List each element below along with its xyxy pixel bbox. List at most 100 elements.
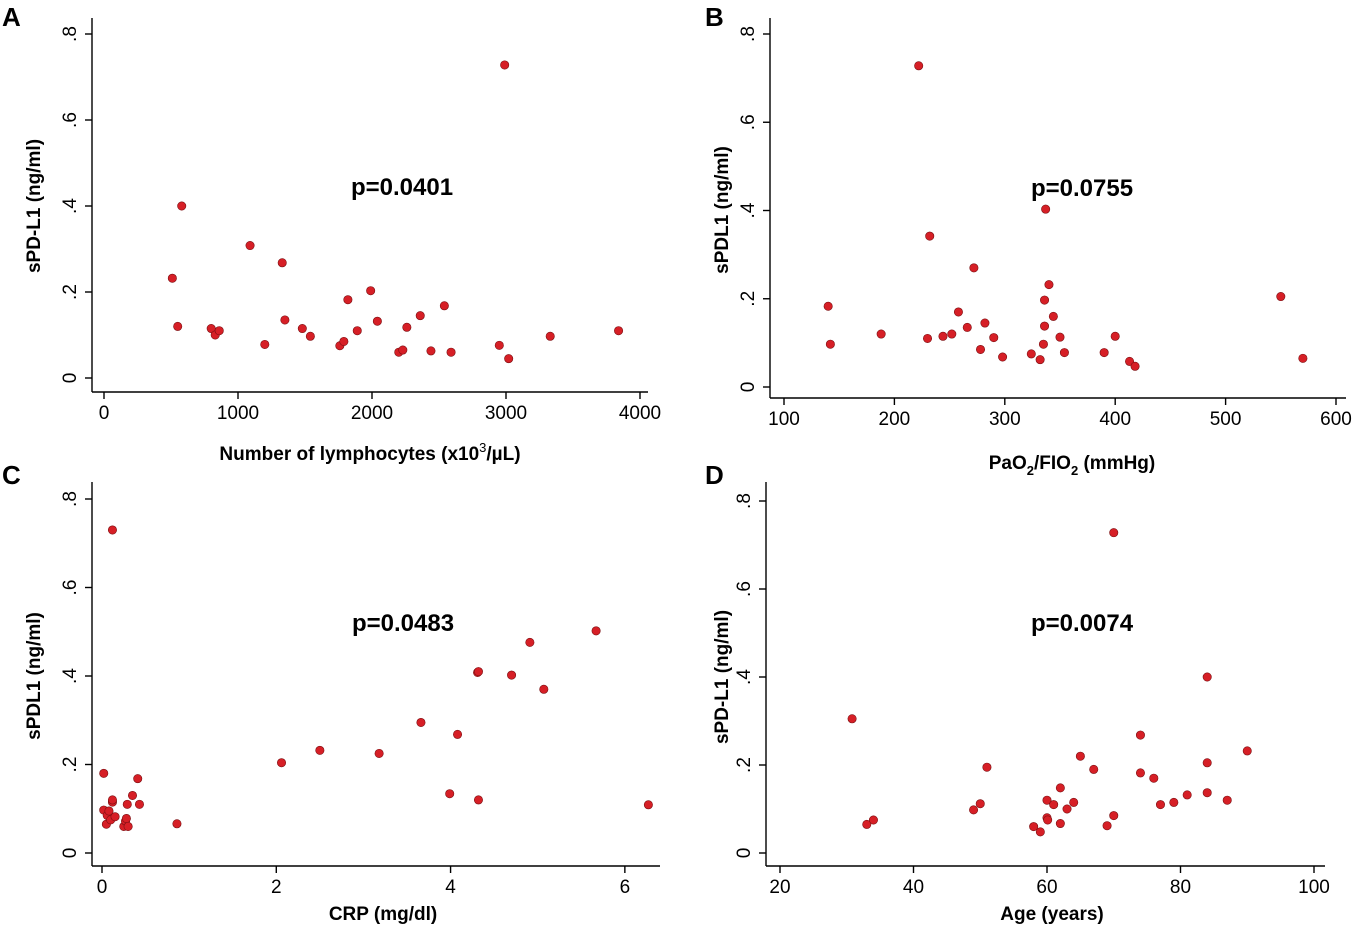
data-point — [1040, 295, 1050, 305]
data-point — [473, 795, 483, 805]
data-point — [989, 333, 999, 343]
p-value-annotation: p=0.0755 — [1031, 175, 1133, 202]
data-point — [121, 813, 131, 823]
y-tick-label: .2 — [60, 757, 81, 773]
data-point — [402, 322, 412, 332]
y-tick-label: .4 — [734, 669, 755, 685]
x-axis-label: Number of lymphocytes (x103/µL) — [219, 440, 520, 465]
x-axis-label: PaO2/FIO2 (mmHg) — [989, 453, 1156, 478]
y-axis-label: sPD-L1 (ng/ml) — [24, 139, 45, 273]
data-point — [1059, 348, 1069, 358]
x-tick-label: 100 — [768, 409, 800, 430]
y-tick-label: .6 — [734, 581, 755, 597]
data-point — [1182, 790, 1192, 800]
y-tick-label: .8 — [734, 493, 755, 509]
x-tick-label: 3000 — [485, 403, 527, 424]
x-tick-label: 600 — [1320, 409, 1352, 430]
x-tick-label: 80 — [1170, 877, 1191, 898]
data-point — [923, 333, 933, 343]
x-tick-label: 200 — [879, 409, 911, 430]
data-point — [868, 815, 878, 825]
data-point — [1135, 768, 1145, 778]
data-point — [134, 799, 144, 809]
data-point — [1041, 204, 1051, 214]
data-point — [374, 748, 384, 758]
panel-b: B 100 200 300 400 500 600 0 .2 .4 .6 .8 sPDL1 (ng/ml… — [705, 2, 1352, 478]
y-tick-label: 0 — [60, 848, 81, 859]
data-point — [823, 301, 833, 311]
data-point — [122, 799, 132, 809]
data-point — [1043, 815, 1053, 825]
data-point — [280, 315, 290, 325]
data-point — [107, 795, 117, 805]
data-point — [415, 311, 425, 321]
data-point — [1202, 788, 1212, 798]
y-tick-label: .6 — [738, 114, 759, 130]
x-tick-label: 2 — [271, 877, 282, 898]
data-point — [214, 326, 224, 336]
data-point — [1044, 280, 1054, 290]
y-tick-label: .6 — [60, 112, 81, 128]
panel-letter-d: D — [705, 460, 724, 490]
data-point — [1038, 339, 1048, 349]
data-point — [277, 758, 287, 768]
data-point — [975, 799, 985, 809]
data-point — [1026, 349, 1036, 359]
x-axis-label: Age (years) — [1000, 904, 1104, 925]
y-tick-label: .2 — [738, 291, 759, 307]
data-point — [1089, 764, 1099, 774]
data-point — [167, 273, 177, 283]
data-point — [1109, 528, 1119, 538]
data-point — [1102, 821, 1112, 831]
x-tick-label: 1000 — [217, 403, 259, 424]
data-point — [953, 307, 963, 317]
panel-letter-b: B — [705, 2, 724, 32]
y-tick-label: .2 — [60, 284, 81, 300]
data-point — [99, 768, 109, 778]
y-tick-label: .4 — [738, 202, 759, 218]
y-tick-label: .4 — [60, 198, 81, 214]
data-point — [245, 241, 255, 251]
data-point — [980, 318, 990, 328]
data-point — [847, 714, 857, 724]
x-tick-label: 500 — [1210, 409, 1242, 430]
data-point — [172, 819, 182, 829]
data-point — [998, 352, 1008, 362]
data-point — [925, 231, 935, 241]
data-point — [1055, 783, 1065, 793]
data-point — [453, 729, 463, 739]
x-tick-label: 4000 — [619, 403, 661, 424]
data-point — [297, 324, 307, 334]
data-point — [1049, 800, 1059, 810]
y-tick-label: .8 — [738, 26, 759, 42]
data-point — [1109, 811, 1119, 821]
data-point — [1062, 804, 1072, 814]
data-point — [1169, 797, 1179, 807]
data-point — [1042, 795, 1052, 805]
y-tick-label: 0 — [734, 848, 755, 859]
data-point — [123, 821, 133, 831]
data-point — [372, 316, 382, 326]
data-point — [1202, 758, 1212, 768]
data-point — [545, 331, 555, 341]
data-point — [1035, 827, 1045, 837]
x-tick-label: 400 — [1099, 409, 1131, 430]
data-point — [982, 762, 992, 772]
data-point — [1155, 800, 1165, 810]
data-point — [1048, 311, 1058, 321]
data-point — [1110, 331, 1120, 341]
data-point — [1149, 773, 1159, 783]
data-point — [1130, 361, 1140, 371]
data-point — [177, 201, 187, 211]
y-axis-label: sPD-L1 (ng/ml) — [712, 610, 733, 744]
x-tick-label: 60 — [1036, 877, 1057, 898]
data-point — [1029, 822, 1039, 832]
data-point — [1242, 746, 1252, 756]
data-point — [339, 336, 349, 346]
data-point — [439, 301, 449, 311]
data-point — [643, 800, 653, 810]
x-tick-label: 300 — [989, 409, 1021, 430]
data-point — [426, 346, 436, 356]
data-point — [876, 329, 886, 339]
data-point — [938, 331, 948, 341]
